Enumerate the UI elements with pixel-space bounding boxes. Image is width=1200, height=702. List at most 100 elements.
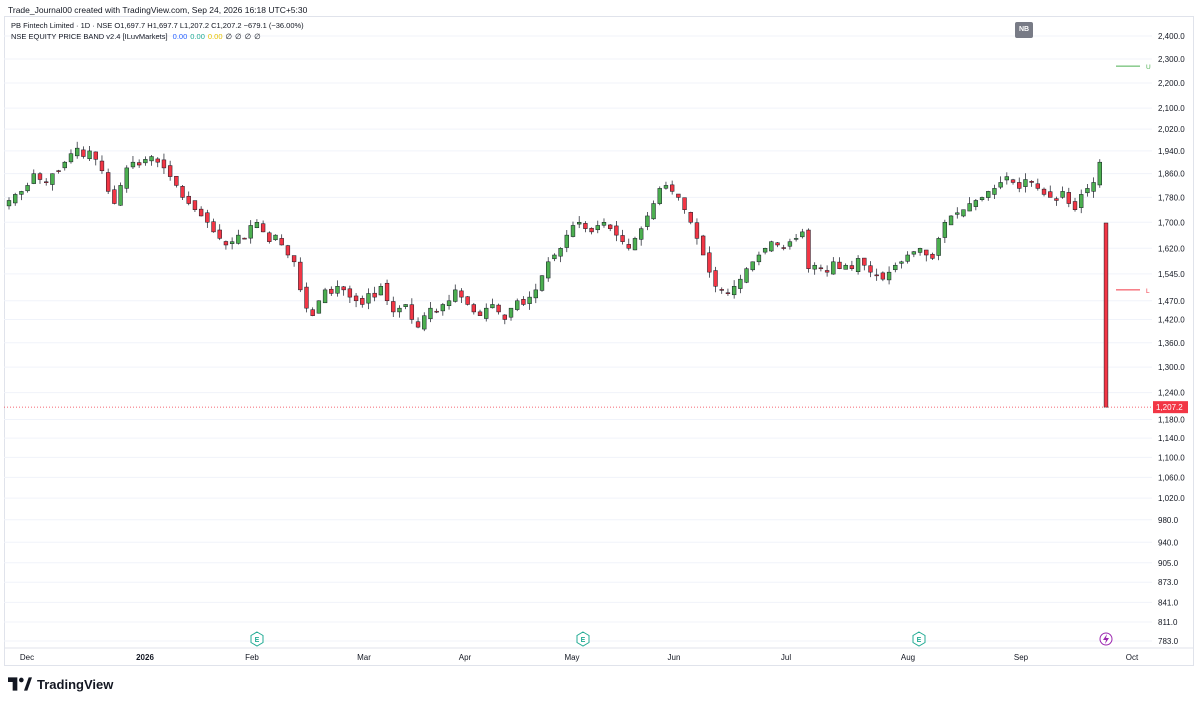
candle <box>50 173 55 191</box>
candle <box>899 260 904 269</box>
candle-body <box>341 286 346 291</box>
earnings-event-letter: E <box>581 637 586 644</box>
candle-body <box>769 241 774 252</box>
candle-body <box>899 261 904 264</box>
indicator-legend[interactable]: NSE EQUITY PRICE BAND v2.4 [ILuvMarkets]… <box>11 32 267 41</box>
candle <box>874 268 879 281</box>
candle <box>378 283 384 296</box>
candle-body <box>750 261 755 271</box>
candle-body <box>25 185 30 192</box>
candle-body <box>93 151 98 160</box>
candle-body <box>465 296 470 305</box>
candle-body <box>62 161 67 169</box>
candle-body <box>496 304 501 313</box>
candle-body <box>886 271 892 281</box>
candle <box>1054 196 1059 206</box>
nb-badge[interactable]: NB <box>1015 22 1033 38</box>
candle <box>174 175 179 188</box>
candle-body <box>254 222 260 228</box>
candle-body <box>180 186 185 198</box>
candle-body <box>862 257 867 266</box>
candle <box>564 230 569 253</box>
candle <box>149 154 154 166</box>
candle <box>198 206 204 217</box>
candle <box>397 305 402 318</box>
flash-event-icon[interactable] <box>1099 632 1113 646</box>
candle-body <box>924 249 929 256</box>
candles <box>4 141 1152 408</box>
brand-name: TradingView <box>37 676 114 692</box>
candle <box>905 251 910 264</box>
candle-body <box>434 310 439 313</box>
candle-body <box>515 300 520 310</box>
last-price-badge <box>1153 401 1188 414</box>
symbol-legend[interactable]: PB Fintech Limited · 1D · NSE O1,697.7 H… <box>11 21 307 30</box>
candle-body <box>1010 179 1016 183</box>
earnings-event-letter: E <box>255 637 260 644</box>
candle-body <box>533 289 538 299</box>
candle-body <box>415 321 421 328</box>
candle-body <box>731 286 737 296</box>
candle <box>459 288 464 303</box>
candle-body <box>725 292 731 294</box>
candle-body <box>422 315 427 330</box>
candle-body <box>1041 188 1047 195</box>
y-axis: 2,400.0 2,300.0 2,200.0 2,100.0 2,020.0 1,940… <box>1153 32 1188 646</box>
candle <box>756 251 762 266</box>
x-axis: Dec 2026 Feb Mar Apr May Jun Jul Aug Sep Oct <box>4 647 1194 662</box>
candle <box>806 228 811 273</box>
candle-body <box>112 189 117 204</box>
candle-body <box>911 251 917 255</box>
candle-body <box>236 234 241 244</box>
candle-body <box>242 237 247 240</box>
chart-panel[interactable] <box>4 16 1194 666</box>
candle-body <box>31 173 36 184</box>
candle <box>403 304 408 310</box>
candle-body <box>577 222 582 225</box>
price-bands: UL <box>1116 64 1151 295</box>
candle-body <box>874 274 879 277</box>
candle <box>192 200 198 213</box>
candle <box>384 279 390 306</box>
earnings-event-icon[interactable]: E <box>576 631 590 647</box>
candle-body <box>521 299 526 305</box>
candle-body <box>124 167 129 189</box>
candle-body <box>645 215 650 227</box>
candle <box>254 219 260 229</box>
candle-body <box>285 245 291 256</box>
candle <box>508 307 514 321</box>
candle <box>279 234 284 246</box>
candle <box>118 182 123 206</box>
candle <box>31 169 36 185</box>
candle <box>81 146 86 159</box>
candle <box>911 251 917 258</box>
candle-body <box>229 241 235 244</box>
earnings-event-icon[interactable]: E <box>912 631 926 647</box>
candle-body <box>68 153 74 163</box>
candle <box>360 295 365 308</box>
candle <box>304 282 309 313</box>
candle-body <box>372 292 377 298</box>
indicator-name: NSE EQUITY PRICE BAND v2.4 [ILuvMarkets] <box>11 32 168 41</box>
candle <box>143 156 148 166</box>
y-tick-label: 1,700.0 <box>1158 218 1185 227</box>
candle <box>409 298 415 324</box>
grid-lines <box>4 35 1152 642</box>
candle-body <box>849 265 855 269</box>
candle <box>831 257 836 275</box>
candle-body <box>223 241 229 246</box>
candle-body <box>775 242 780 246</box>
candle <box>992 184 997 200</box>
indicator-value: 0.00 <box>172 32 188 41</box>
candle-body <box>1079 194 1084 208</box>
earnings-event-icon[interactable]: E <box>250 631 264 647</box>
y-tick-label: 2,020.0 <box>1158 125 1185 134</box>
candle-body <box>955 212 960 215</box>
candle-body <box>620 235 625 242</box>
y-tick-label: 940.0 <box>1158 538 1179 547</box>
candle-body <box>626 244 631 249</box>
y-tick-label: 841.0 <box>1158 598 1179 607</box>
candle <box>1079 189 1084 214</box>
